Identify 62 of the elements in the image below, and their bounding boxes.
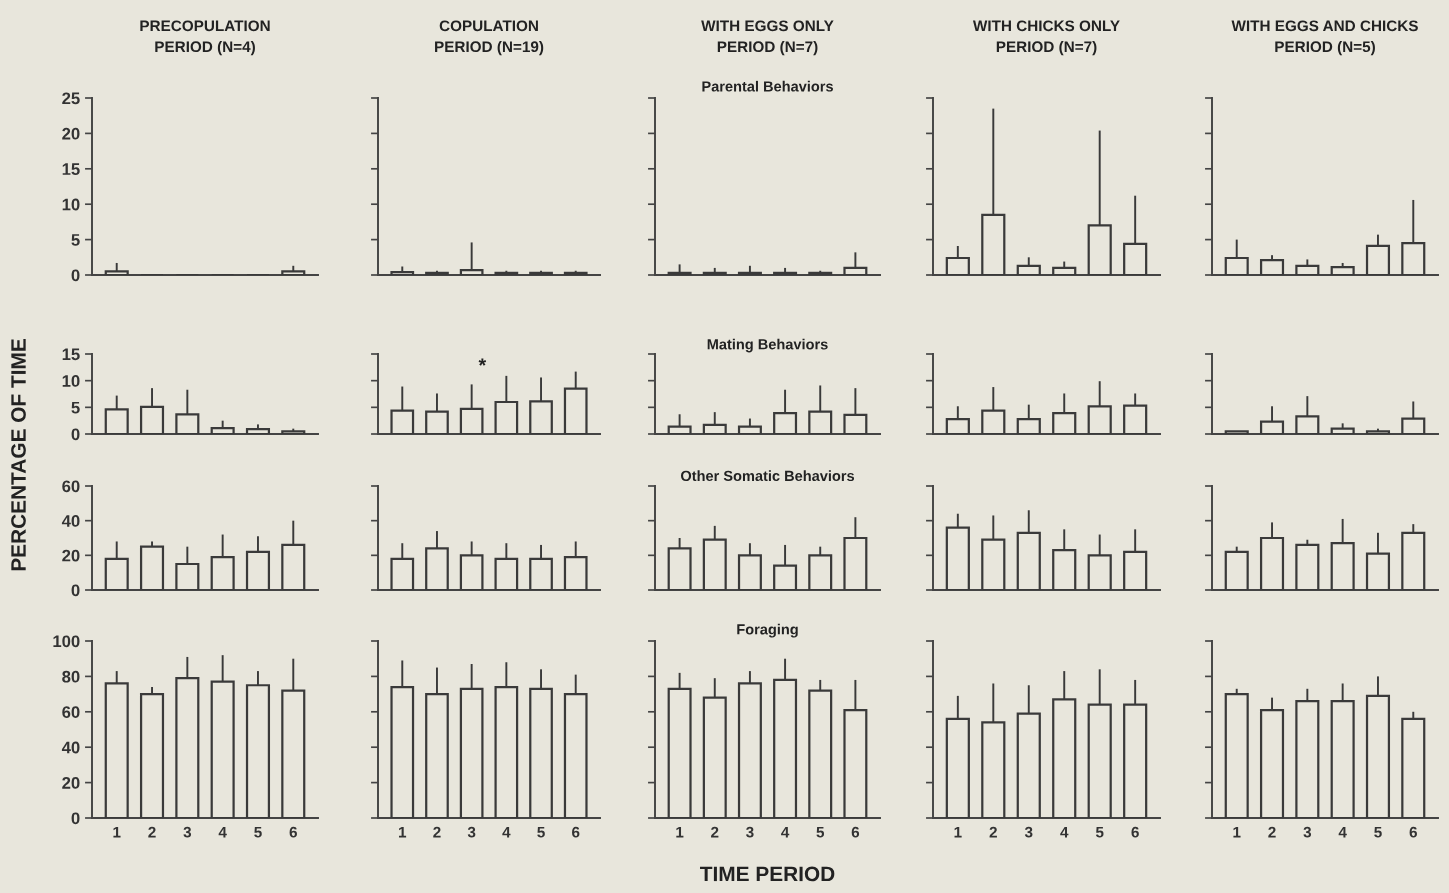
chart-subtitle: Other Somatic Behaviors <box>680 470 855 482</box>
y-tick-label: 10 <box>62 375 80 387</box>
x-tick-label: 1 <box>1233 826 1241 838</box>
x-tick-label: 2 <box>711 826 719 838</box>
y-tick-label: 5 <box>71 234 80 246</box>
x-tick-label: 3 <box>1024 826 1033 838</box>
chart-subtitle: Mating Behaviors <box>707 338 828 353</box>
x-tick-label: 4 <box>781 826 790 838</box>
x-tick-label: 4 <box>218 826 227 838</box>
y-tick-label: 10 <box>62 198 80 211</box>
x-tick-label: 3 <box>1303 826 1312 838</box>
chart-title: WITH CHICKS ONLY PERIOD (N=7) <box>972 20 1120 56</box>
y-tick-label: 80 <box>62 670 80 683</box>
y-tick-label: 15 <box>62 163 80 175</box>
y-tick-label: 60 <box>62 480 80 493</box>
y-tick-label: 100 <box>53 635 80 648</box>
x-tick-label: 6 <box>1131 826 1139 838</box>
chart-title: WITH EGGS AND CHICKS PERIOD (N=5) <box>1231 20 1418 56</box>
y-tick-label: 0 <box>71 269 80 282</box>
x-tick-label: 5 <box>537 826 545 838</box>
y-tick-label: 15 <box>62 348 80 361</box>
chart-title: WITH EGGS ONLY PERIOD (N=7) <box>701 20 834 56</box>
chart-subtitle: Parental Behaviors <box>702 80 833 92</box>
x-tick-label: 5 <box>1374 826 1382 838</box>
y-axis-title: PERCENTAGE OF TIME <box>11 339 26 571</box>
y-tick-label: 20 <box>62 777 80 789</box>
x-tick-label: 5 <box>254 826 262 838</box>
x-tick-label: 2 <box>1268 826 1276 838</box>
x-tick-label: 1 <box>676 826 684 838</box>
x-tick-label: 2 <box>433 826 441 838</box>
chart-title: COPULATION PERIOD (N=19) <box>435 20 544 56</box>
chart-subtitle: Foraging <box>737 623 798 638</box>
x-tick-label: 6 <box>289 826 297 838</box>
chart-title: PRECOPULATION PERIOD (N=4) <box>140 20 270 56</box>
x-tick-label: 6 <box>851 826 860 838</box>
y-tick-label: 0 <box>71 812 80 825</box>
x-tick-label: 5 <box>1095 826 1104 838</box>
x-tick-label: 2 <box>989 826 997 838</box>
x-tick-label: 1 <box>399 826 407 838</box>
x-tick-label: 5 <box>816 826 825 838</box>
y-tick-label: 40 <box>61 741 80 754</box>
x-tick-label: 1 <box>113 826 121 838</box>
y-tick-label: 20 <box>62 127 80 140</box>
x-tick-label: 3 <box>183 826 192 838</box>
annotation: * <box>478 358 487 366</box>
y-tick-label: 25 <box>62 92 80 105</box>
y-tick-label: 40 <box>61 515 80 527</box>
x-tick-label: 1 <box>954 826 962 838</box>
x-tick-label: 4 <box>1060 826 1069 838</box>
x-tick-label: 3 <box>746 826 754 838</box>
x-tick-label: 4 <box>502 826 511 838</box>
y-tick-label: 0 <box>71 428 80 441</box>
x-axis-title: TIME PERIOD <box>700 866 835 882</box>
y-tick-label: 60 <box>62 706 80 718</box>
x-tick-label: 6 <box>572 826 580 838</box>
x-tick-label: 2 <box>148 826 156 838</box>
x-tick-label: 4 <box>1338 826 1347 838</box>
x-tick-label: 3 <box>467 826 476 838</box>
y-tick-label: 0 <box>71 584 80 597</box>
x-tick-label: 6 <box>1409 826 1417 838</box>
y-tick-label: 20 <box>62 549 80 562</box>
y-tick-label: 5 <box>71 401 80 414</box>
